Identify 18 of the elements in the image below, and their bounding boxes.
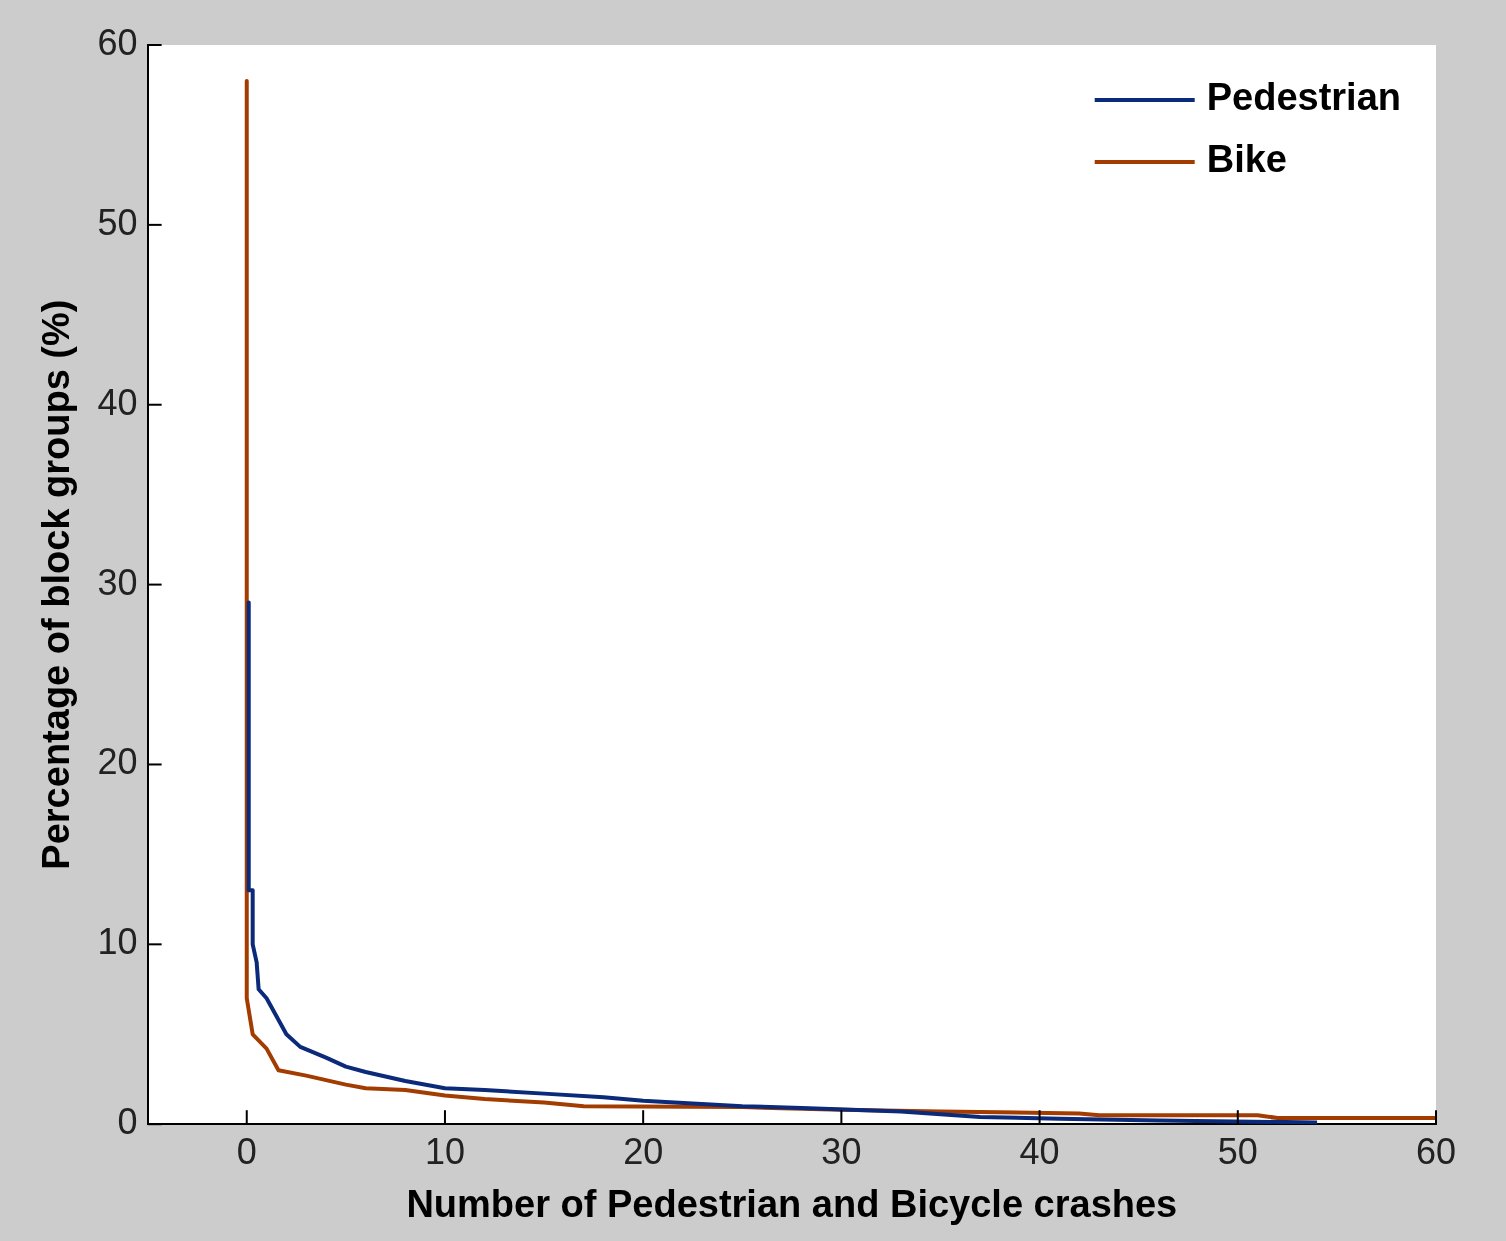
x-tick-label: 20	[623, 1130, 664, 1172]
legend-label: Bike	[1206, 138, 1287, 181]
x-tick-label: 0	[236, 1130, 257, 1172]
x-axis-title: Number of Pedestrian and Bicycle crashes	[406, 1182, 1178, 1225]
y-tick-label: 50	[97, 201, 138, 243]
x-tick-label: 10	[424, 1130, 465, 1172]
y-tick-label: 60	[97, 21, 138, 63]
x-tick-label: 30	[821, 1130, 862, 1172]
y-tick-label: 30	[97, 561, 138, 603]
x-tick-label: 60	[1415, 1130, 1457, 1172]
y-tick-label: 40	[97, 381, 138, 423]
x-tick-label: 50	[1217, 1130, 1258, 1172]
y-tick-label: 10	[97, 921, 138, 963]
x-tick-label: 40	[1019, 1130, 1060, 1172]
legend-label: Pedestrian	[1206, 76, 1402, 119]
y-tick-label: 0	[117, 1101, 138, 1143]
y-tick-label: 20	[97, 741, 138, 783]
y-axis-title: Percentage of block groups (%)	[35, 299, 78, 870]
